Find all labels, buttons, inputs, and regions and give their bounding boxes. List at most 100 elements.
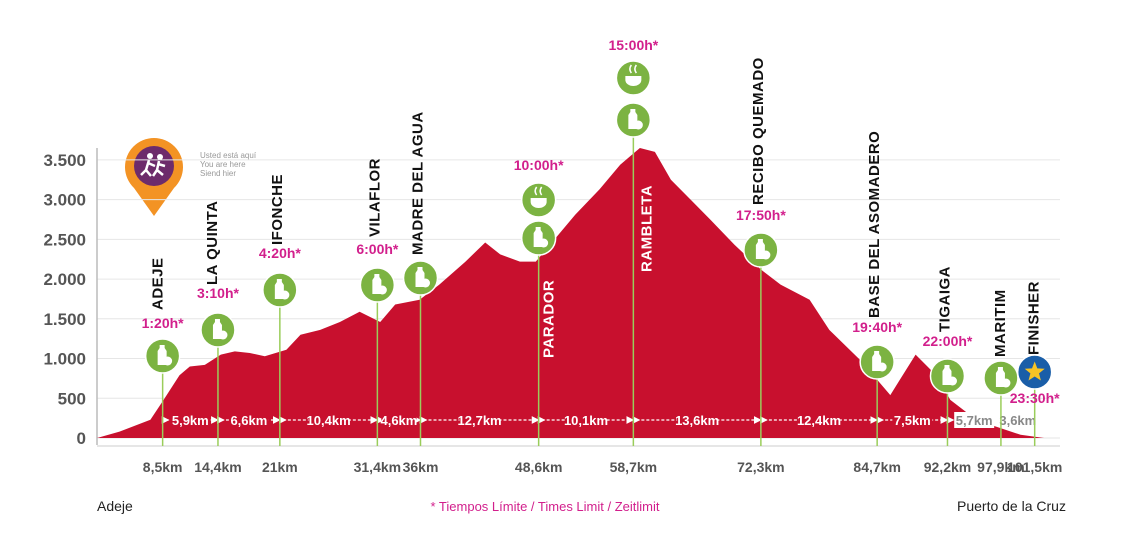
y-tick-label: 2.500 bbox=[43, 230, 86, 249]
footnote: * Tiempos Límite / Times Limit / Zeitlim… bbox=[431, 499, 660, 514]
x-tick-label: 36km bbox=[403, 459, 439, 475]
time-limit: 10:00h* bbox=[514, 157, 564, 173]
y-tick-label: 1.500 bbox=[43, 310, 86, 329]
checkpoint-marker bbox=[359, 267, 396, 303]
time-limit: 3:10h* bbox=[197, 285, 240, 301]
legend-text: You are here bbox=[200, 160, 246, 169]
segment-label: 7,5km bbox=[894, 413, 931, 428]
time-limit: 17:50h* bbox=[736, 207, 786, 223]
segment-label-bg bbox=[954, 412, 995, 428]
checkpoint-name: PARADOR bbox=[541, 280, 558, 358]
segment-label-bg bbox=[170, 412, 211, 428]
segment-label: 3,6km bbox=[999, 413, 1036, 428]
checkpoint-marker bbox=[402, 260, 439, 296]
checkpoint-marker bbox=[144, 338, 181, 374]
x-tick-label: 84,7km bbox=[853, 459, 900, 475]
cup-icon bbox=[625, 76, 642, 86]
segment-label: 10,4km bbox=[307, 413, 351, 428]
legend-text: Usted está aquí bbox=[200, 151, 257, 160]
segment-label-bg bbox=[308, 412, 349, 428]
time-limit: 4:20h* bbox=[259, 245, 302, 261]
y-tick-label: 0 bbox=[77, 429, 86, 448]
segment-label-bg bbox=[459, 412, 500, 428]
checkpoint-marker bbox=[200, 312, 236, 348]
segment-label: 5,7km bbox=[956, 413, 993, 428]
segment-label-bg bbox=[892, 412, 933, 428]
checkpoint-name: ADEJE bbox=[150, 257, 167, 310]
segment-label-bg bbox=[677, 412, 718, 428]
checkpoint-name: BASE DEL ASOMADERO bbox=[866, 131, 883, 318]
runner-icon bbox=[147, 153, 153, 159]
x-tick-label: 101,5km bbox=[1007, 459, 1062, 475]
segment-label: 4,6km bbox=[380, 413, 417, 428]
x-tick-label: 72,3km bbox=[737, 459, 784, 475]
segment-label-bg bbox=[228, 412, 269, 428]
x-tick-label: 97,9km bbox=[977, 459, 1024, 475]
x-tick-label: 14,4km bbox=[194, 459, 241, 475]
elevation-area bbox=[97, 148, 1045, 438]
apple-icon bbox=[377, 285, 387, 295]
checkpoint-marker bbox=[615, 60, 652, 138]
apple-icon bbox=[218, 330, 228, 340]
segment-label: 12,4km bbox=[797, 413, 841, 428]
segment-label-bg bbox=[1004, 412, 1031, 428]
apple-icon bbox=[539, 238, 549, 248]
checkpoint-marker bbox=[743, 232, 779, 268]
apple-icon bbox=[163, 356, 173, 366]
time-limit: 15:00h* bbox=[608, 37, 658, 53]
checkpoint-marker bbox=[983, 360, 1019, 396]
segment-label-bg bbox=[566, 412, 607, 428]
checkpoint-marker bbox=[859, 344, 895, 380]
checkpoint-name: LA QUINTA bbox=[204, 200, 221, 285]
x-tick-label: 92,2km bbox=[924, 459, 971, 475]
time-limit: 22:00h* bbox=[923, 333, 973, 349]
you-are-here-pin bbox=[125, 137, 183, 216]
apple-icon bbox=[633, 120, 643, 130]
x-tick-label: 21km bbox=[262, 459, 298, 475]
apple-icon bbox=[877, 362, 887, 372]
segment-label-bg bbox=[381, 412, 417, 428]
x-tick-label: 58,7km bbox=[610, 459, 657, 475]
time-limit: 1:20h* bbox=[142, 315, 185, 331]
checkpoint-marker bbox=[929, 358, 966, 394]
steam-icon bbox=[629, 64, 638, 74]
y-tick-label: 3.000 bbox=[43, 191, 86, 210]
checkpoint-marker bbox=[262, 272, 298, 308]
segment-label: 13,6km bbox=[675, 413, 719, 428]
segment-label: 6,6km bbox=[230, 413, 267, 428]
y-tick-label: 2.000 bbox=[43, 270, 86, 289]
segment-label: 10,1km bbox=[564, 413, 608, 428]
y-tick-label: 1.000 bbox=[43, 350, 86, 369]
y-tick-label: 3.500 bbox=[43, 151, 86, 170]
apple-icon bbox=[761, 250, 771, 260]
steam-icon bbox=[534, 186, 543, 196]
legend-text: Siend hier bbox=[200, 169, 236, 178]
time-limit: 19:40h* bbox=[852, 319, 902, 335]
checkpoint-name: VILAFLOR bbox=[366, 158, 383, 237]
y-tick-label: 500 bbox=[58, 389, 86, 408]
runner-icon bbox=[140, 159, 156, 177]
checkpoint-name: MADRE DEL AGUA bbox=[409, 111, 426, 255]
checkpoint-name: FINISHER bbox=[1026, 281, 1043, 355]
apple-icon bbox=[421, 278, 431, 288]
star-icon bbox=[1024, 361, 1045, 381]
checkpoint-name: MARITIM bbox=[992, 289, 1009, 357]
segment-label: 5,9km bbox=[172, 413, 209, 428]
apple-icon bbox=[947, 376, 957, 386]
apple-icon bbox=[1001, 378, 1011, 388]
x-tick-label: 31,4km bbox=[354, 459, 401, 475]
end-label: Puerto de la Cruz bbox=[957, 498, 1066, 514]
checkpoint-name: TIGAIGA bbox=[936, 266, 953, 332]
runner-icon bbox=[151, 160, 166, 177]
checkpoint-name: RAMBLETA bbox=[638, 185, 655, 272]
time-limit: 6:00h* bbox=[356, 241, 399, 257]
segment-label-bg bbox=[799, 412, 840, 428]
checkpoint-name: RECIBO QUEMADO bbox=[750, 57, 767, 205]
segment-label: 12,7km bbox=[458, 413, 502, 428]
x-tick-label: 8,5km bbox=[143, 459, 183, 475]
time-limit: 23:30h* bbox=[1010, 390, 1060, 406]
runner-icon bbox=[157, 154, 163, 160]
cup-icon bbox=[530, 198, 547, 208]
start-label: Adeje bbox=[97, 498, 133, 514]
